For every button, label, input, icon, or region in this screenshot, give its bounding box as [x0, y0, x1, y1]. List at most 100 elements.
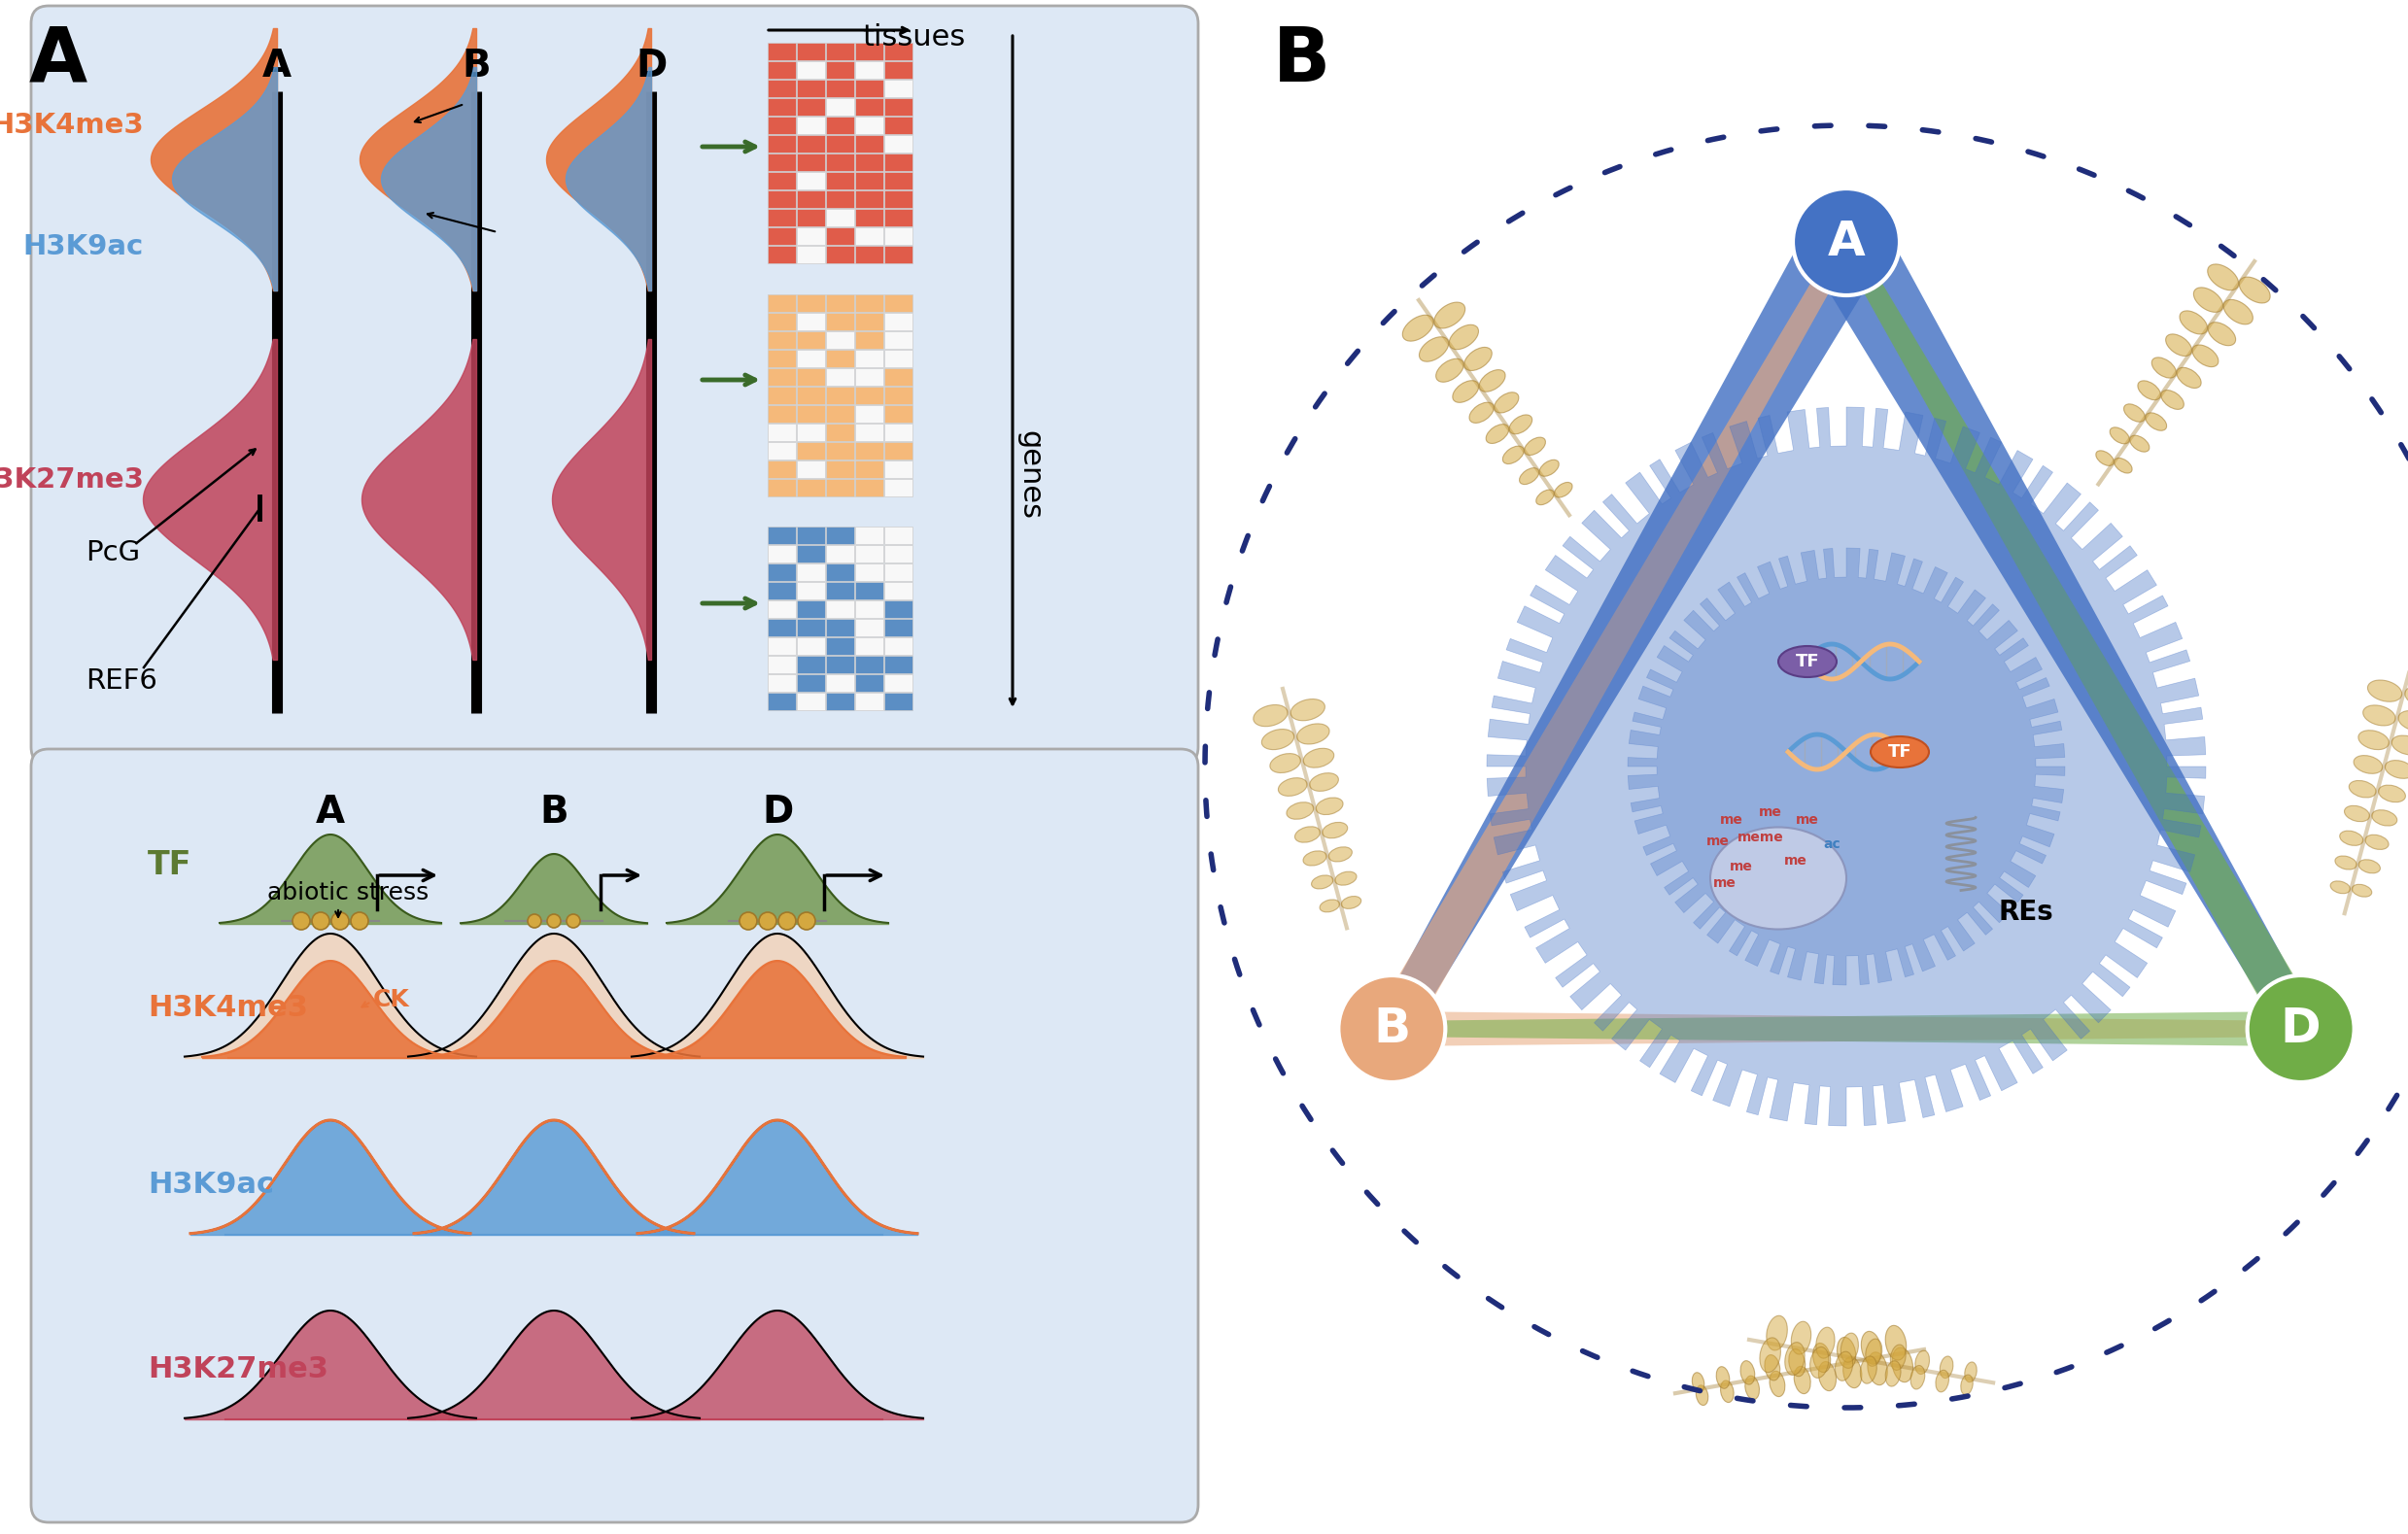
Bar: [768, 43, 797, 60]
Ellipse shape: [2406, 686, 2408, 707]
Bar: [768, 135, 797, 152]
Ellipse shape: [1452, 380, 1479, 402]
Bar: [768, 655, 797, 673]
Ellipse shape: [1811, 1347, 1828, 1378]
Bar: [768, 295, 797, 311]
Bar: [768, 581, 797, 600]
Bar: [826, 350, 855, 367]
Ellipse shape: [2353, 885, 2372, 897]
Bar: [768, 209, 797, 227]
Bar: [797, 172, 826, 189]
Ellipse shape: [1315, 798, 1344, 815]
Bar: [797, 43, 826, 60]
Ellipse shape: [2353, 755, 2382, 773]
Bar: [855, 190, 884, 209]
Polygon shape: [1392, 1011, 2300, 1046]
Ellipse shape: [1303, 749, 1334, 767]
Ellipse shape: [2357, 730, 2389, 750]
Bar: [768, 637, 797, 655]
Bar: [826, 117, 855, 133]
Bar: [826, 693, 855, 710]
Bar: [884, 295, 913, 311]
Bar: [768, 442, 797, 460]
Ellipse shape: [1840, 1333, 1859, 1362]
Ellipse shape: [1450, 325, 1479, 350]
Bar: [884, 405, 913, 422]
Ellipse shape: [1842, 1358, 1861, 1388]
Bar: [797, 618, 826, 637]
Ellipse shape: [2191, 345, 2218, 367]
Ellipse shape: [1893, 1347, 1912, 1382]
Bar: [855, 637, 884, 655]
Text: A: A: [29, 23, 87, 97]
Text: D: D: [2280, 1005, 2321, 1052]
Ellipse shape: [1252, 704, 1288, 727]
Ellipse shape: [1784, 1342, 1804, 1374]
Ellipse shape: [2208, 264, 2239, 290]
Text: me: me: [1729, 859, 1753, 873]
Bar: [826, 545, 855, 563]
Ellipse shape: [1320, 899, 1339, 913]
Bar: [826, 227, 855, 245]
Ellipse shape: [1965, 1362, 1977, 1382]
Bar: [826, 43, 855, 60]
Bar: [768, 693, 797, 710]
Bar: [826, 331, 855, 348]
Ellipse shape: [2179, 311, 2208, 334]
Bar: [797, 460, 826, 479]
Bar: [768, 479, 797, 497]
Bar: [797, 423, 826, 442]
Bar: [826, 600, 855, 618]
Text: me: me: [1712, 876, 1736, 890]
Bar: [826, 313, 855, 330]
Ellipse shape: [2153, 357, 2177, 377]
Bar: [797, 600, 826, 618]
Ellipse shape: [1341, 896, 1361, 908]
Bar: [797, 98, 826, 115]
Bar: [884, 350, 913, 367]
Bar: [797, 405, 826, 422]
Bar: [884, 172, 913, 189]
Ellipse shape: [1279, 778, 1308, 796]
Ellipse shape: [2239, 278, 2271, 304]
Ellipse shape: [2165, 334, 2191, 356]
Bar: [884, 655, 913, 673]
Bar: [768, 80, 797, 97]
Text: PcG: PcG: [87, 538, 140, 566]
Bar: [797, 295, 826, 311]
Ellipse shape: [1837, 1338, 1857, 1368]
Bar: [826, 460, 855, 479]
Bar: [797, 190, 826, 209]
Text: H3K27me3: H3K27me3: [0, 466, 144, 494]
Text: me: me: [1796, 813, 1818, 827]
Text: B: B: [462, 48, 491, 84]
Ellipse shape: [1960, 1374, 1972, 1394]
Ellipse shape: [1777, 646, 1837, 676]
Bar: [797, 675, 826, 692]
Ellipse shape: [1269, 753, 1300, 773]
Ellipse shape: [2398, 710, 2408, 732]
Ellipse shape: [1885, 1325, 1907, 1361]
Bar: [884, 526, 913, 545]
Bar: [884, 313, 913, 330]
Ellipse shape: [2095, 451, 2114, 466]
Bar: [884, 61, 913, 78]
Circle shape: [1339, 976, 1445, 1083]
Polygon shape: [1392, 1011, 2300, 1046]
Bar: [884, 43, 913, 60]
Bar: [826, 526, 855, 545]
Text: B: B: [539, 793, 568, 830]
Bar: [768, 405, 797, 422]
Bar: [855, 423, 884, 442]
Bar: [768, 460, 797, 479]
Circle shape: [739, 913, 756, 930]
Bar: [884, 190, 913, 209]
Bar: [884, 245, 913, 264]
Ellipse shape: [1486, 425, 1510, 443]
Bar: [797, 637, 826, 655]
Ellipse shape: [1871, 736, 1929, 767]
Text: genes: genes: [1016, 431, 1045, 520]
Bar: [826, 563, 855, 581]
Ellipse shape: [2146, 413, 2167, 431]
Bar: [855, 581, 884, 600]
